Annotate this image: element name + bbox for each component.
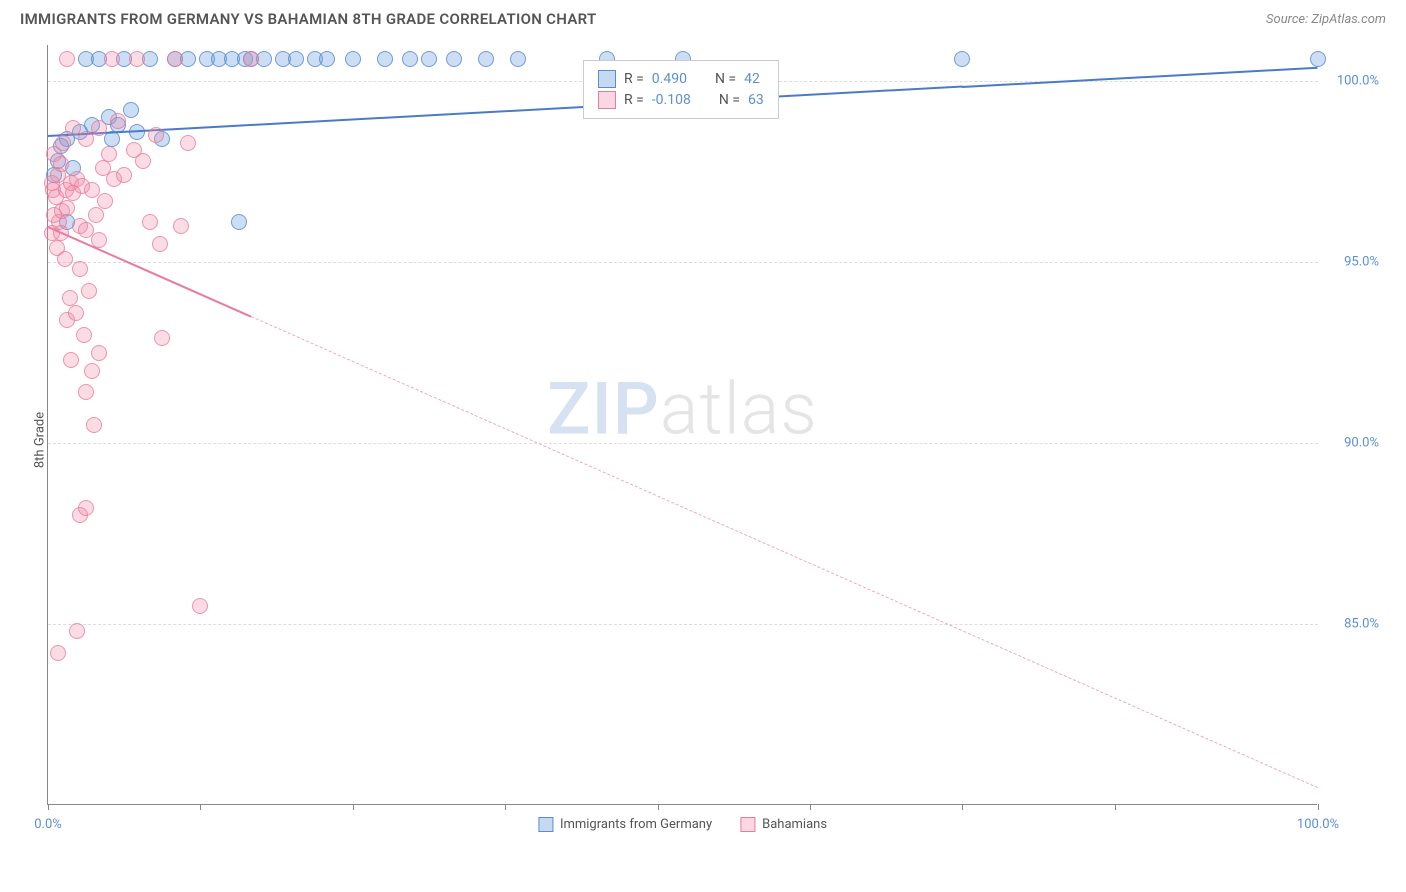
- watermark: ZIPatlas: [547, 367, 818, 452]
- legend-n-value: 63: [748, 92, 764, 108]
- legend-swatch: [538, 817, 553, 832]
- y-tick-label: 95.0%: [1344, 255, 1379, 270]
- trend-line: [962, 67, 1318, 88]
- scatter-point: [104, 51, 120, 67]
- scatter-point: [231, 214, 247, 230]
- watermark-atlas: atlas: [660, 367, 818, 452]
- scatter-point: [57, 251, 73, 267]
- scatter-point: [68, 305, 84, 321]
- scatter-point: [180, 135, 196, 151]
- scatter-point: [59, 200, 75, 216]
- legend-r-value: 0.490: [652, 71, 687, 87]
- scatter-point: [954, 51, 970, 67]
- scatter-point: [110, 113, 126, 129]
- scatter-point: [243, 51, 259, 67]
- correlation-legend: R = 0.490 N = 42 R = -0.108 N = 63: [583, 60, 779, 119]
- scatter-point: [478, 51, 494, 67]
- legend-n-value: 42: [744, 71, 760, 87]
- chart-title: IMMIGRANTS FROM GERMANY VS BAHAMIAN 8TH …: [20, 10, 597, 28]
- chart-source: Source: ZipAtlas.com: [1266, 12, 1386, 27]
- gridline: [48, 262, 1318, 263]
- series-legend-label: Bahamians: [762, 817, 827, 832]
- plot-area: ZIPatlas 85.0%90.0%95.0%100.0%0.0%100.0%…: [47, 45, 1317, 805]
- scatter-point: [88, 207, 104, 223]
- chart-container: 8th Grade ZIPatlas 85.0%90.0%95.0%100.0%…: [47, 45, 1382, 835]
- scatter-point: [1310, 51, 1326, 67]
- legend-row: R = 0.490 N = 42: [598, 70, 764, 88]
- legend-n-prefix: N =: [719, 92, 740, 108]
- x-tick: [48, 804, 49, 810]
- scatter-point: [288, 51, 304, 67]
- x-tick: [810, 804, 811, 810]
- scatter-point: [123, 102, 139, 118]
- scatter-point: [81, 283, 97, 299]
- series-legend-item: Immigrants from Germany: [538, 817, 712, 832]
- scatter-point: [78, 131, 94, 147]
- scatter-point: [154, 330, 170, 346]
- x-tick: [200, 804, 201, 810]
- y-tick-label: 90.0%: [1344, 436, 1379, 451]
- scatter-point: [173, 218, 189, 234]
- x-tick-label: 100.0%: [1297, 817, 1339, 832]
- scatter-point: [192, 598, 208, 614]
- legend-swatch: [598, 70, 616, 88]
- scatter-point: [69, 623, 85, 639]
- scatter-point: [319, 51, 335, 67]
- scatter-point: [78, 500, 94, 516]
- scatter-point: [53, 156, 69, 172]
- scatter-point: [446, 51, 462, 67]
- x-tick: [962, 804, 963, 810]
- scatter-point: [152, 236, 168, 252]
- legend-swatch: [740, 817, 755, 832]
- x-tick-label: 0.0%: [34, 817, 62, 832]
- scatter-point: [97, 193, 113, 209]
- scatter-point: [167, 51, 183, 67]
- scatter-point: [510, 51, 526, 67]
- scatter-point: [377, 51, 393, 67]
- scatter-point: [101, 146, 117, 162]
- gridline: [48, 624, 1318, 625]
- scatter-point: [86, 417, 102, 433]
- scatter-point: [129, 51, 145, 67]
- scatter-point: [345, 51, 361, 67]
- chart-header: IMMIGRANTS FROM GERMANY VS BAHAMIAN 8TH …: [0, 0, 1406, 36]
- scatter-point: [135, 153, 151, 169]
- x-tick: [505, 804, 506, 810]
- legend-n-prefix: N =: [715, 71, 736, 87]
- series-legend-item: Bahamians: [740, 817, 827, 832]
- x-tick: [1318, 804, 1319, 810]
- legend-r-value: -0.108: [652, 92, 691, 108]
- trend-line: [251, 316, 1319, 789]
- scatter-point: [55, 135, 71, 151]
- legend-r-prefix: R =: [624, 71, 644, 87]
- scatter-point: [421, 51, 437, 67]
- series-legend-label: Immigrants from Germany: [560, 817, 712, 832]
- gridline: [48, 443, 1318, 444]
- x-tick: [658, 804, 659, 810]
- scatter-point: [91, 120, 107, 136]
- scatter-point: [148, 127, 164, 143]
- legend-row: R = -0.108 N = 63: [598, 91, 764, 109]
- y-axis-label: 8th Grade: [33, 412, 48, 468]
- legend-swatch: [598, 91, 616, 109]
- scatter-point: [142, 214, 158, 230]
- scatter-point: [91, 345, 107, 361]
- y-tick-label: 85.0%: [1344, 617, 1379, 632]
- x-tick: [1115, 804, 1116, 810]
- scatter-point: [76, 327, 92, 343]
- trend-line: [48, 86, 963, 138]
- scatter-point: [59, 51, 75, 67]
- series-legend: Immigrants from Germany Bahamians: [538, 817, 827, 832]
- scatter-point: [63, 352, 79, 368]
- scatter-point: [50, 645, 66, 661]
- scatter-point: [116, 167, 132, 183]
- scatter-point: [72, 261, 88, 277]
- x-tick: [353, 804, 354, 810]
- y-tick-label: 100.0%: [1337, 74, 1379, 89]
- scatter-point: [78, 384, 94, 400]
- legend-r-prefix: R =: [624, 92, 644, 108]
- scatter-point: [402, 51, 418, 67]
- watermark-zip: ZIP: [547, 367, 660, 452]
- scatter-point: [84, 363, 100, 379]
